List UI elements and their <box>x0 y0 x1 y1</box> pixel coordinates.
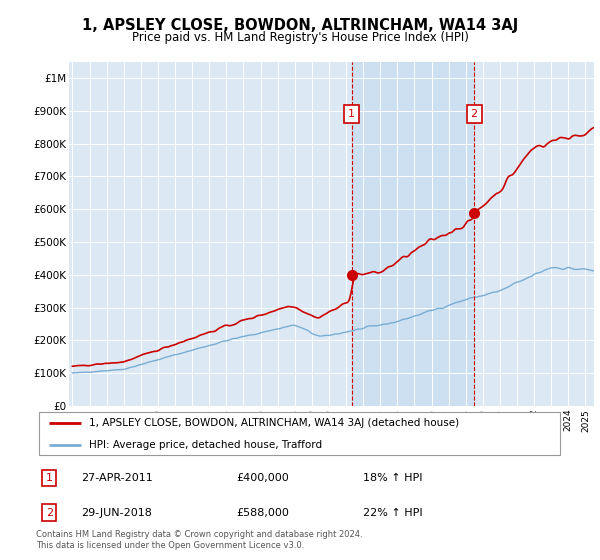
Text: 27-APR-2011: 27-APR-2011 <box>81 473 152 483</box>
Text: £588,000: £588,000 <box>236 508 290 517</box>
Text: Contains HM Land Registry data © Crown copyright and database right 2024.
This d: Contains HM Land Registry data © Crown c… <box>36 530 362 550</box>
Text: £400,000: £400,000 <box>236 473 289 483</box>
Text: 1, APSLEY CLOSE, BOWDON, ALTRINCHAM, WA14 3AJ (detached house): 1, APSLEY CLOSE, BOWDON, ALTRINCHAM, WA1… <box>89 418 459 428</box>
Text: 2: 2 <box>46 508 53 517</box>
Text: Price paid vs. HM Land Registry's House Price Index (HPI): Price paid vs. HM Land Registry's House … <box>131 31 469 44</box>
Text: 2: 2 <box>470 109 478 119</box>
Text: HPI: Average price, detached house, Trafford: HPI: Average price, detached house, Traf… <box>89 440 322 450</box>
Text: 1: 1 <box>348 109 355 119</box>
Text: 18% ↑ HPI: 18% ↑ HPI <box>364 473 423 483</box>
FancyBboxPatch shape <box>38 412 560 455</box>
Text: 29-JUN-2018: 29-JUN-2018 <box>81 508 152 517</box>
Text: 22% ↑ HPI: 22% ↑ HPI <box>364 508 423 517</box>
Text: 1, APSLEY CLOSE, BOWDON, ALTRINCHAM, WA14 3AJ: 1, APSLEY CLOSE, BOWDON, ALTRINCHAM, WA1… <box>82 18 518 33</box>
Bar <box>352 62 474 406</box>
Text: 1: 1 <box>46 473 53 483</box>
